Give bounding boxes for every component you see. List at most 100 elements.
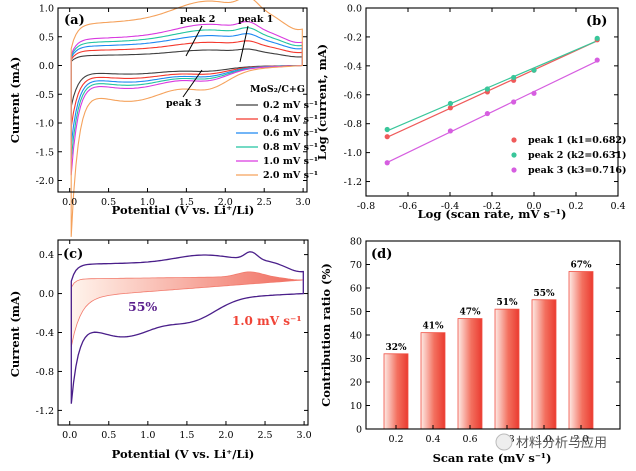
panel-a-legend-title: MoS₂/C+G	[250, 84, 305, 95]
panel-b-legend: peak 1 (k1=0.682) peak 2 (k2=0.631) peak…	[511, 135, 627, 176]
point-peak2	[511, 74, 517, 81]
panel-a-ytick: 0.5	[39, 32, 54, 43]
panel-a-xtick: 0.0	[62, 197, 77, 208]
panel-d: 0.2 0.4 0.6 0.8 1.0 2.0 0 10 20 30 40 50…	[319, 237, 621, 465]
panel-b-ytick: -0.6	[344, 90, 362, 101]
panel-a-ytick: -0.5	[36, 90, 54, 101]
panel-d-bars	[383, 271, 594, 430]
panel-d-xtick: 0.6	[462, 434, 477, 445]
bar-0-2	[383, 353, 409, 430]
panel-b-ylabel: Log (current, mA)	[315, 44, 329, 160]
panel-a-xtick: 1.5	[179, 197, 194, 208]
panel-a-peak2-arrow	[185, 25, 203, 57]
watermark-text: 材料分析与应用	[516, 435, 607, 451]
panel-a-xlabel: Potential (V vs. Li⁺/Li)	[112, 203, 255, 217]
panel-a-legend: MoS₂/C+G 0.2 mV s⁻¹ 0.4 mV s⁻¹ 0.6 mV s⁻…	[236, 84, 318, 181]
panel-d-ytick: 30	[350, 354, 362, 365]
panel-a-xtick: 2.5	[257, 197, 272, 208]
panel-a-ytick: 0.0	[39, 61, 54, 72]
legend-label-peak2: peak 2 (k2=0.631)	[528, 150, 627, 161]
point-peak3	[511, 99, 517, 105]
bar-value-label: 67%	[570, 261, 592, 271]
panel-a-ytick: -1.0	[36, 119, 54, 130]
panel-c-ytick: 0.0	[39, 289, 54, 300]
panel-a-x-ticks: 0.0 0.5 1.0 1.5 2.0 2.5 3.0	[62, 8, 311, 208]
fit-line-peak2	[386, 39, 599, 132]
fit-line-peak3	[386, 60, 599, 164]
legend-label-2-0: 2.0 mV s⁻¹	[263, 170, 318, 181]
point-peak3	[447, 128, 454, 134]
panel-a-curves	[70, 0, 303, 237]
panel-a-ytick: 1.0	[39, 4, 54, 15]
panel-a-peak3-arrow	[182, 69, 203, 98]
panel-d-xtick: 2.0	[573, 434, 588, 445]
panel-c-label: (c)	[63, 247, 83, 262]
legend-label-0-2: 0.2 mV s⁻¹	[263, 100, 318, 111]
panel-d-ytick: 60	[350, 284, 362, 295]
capacitive-area	[70, 271, 303, 347]
panel-c-curves	[70, 251, 304, 404]
panel-b-points	[384, 35, 600, 166]
point-peak1	[384, 134, 390, 140]
watermark: 材料分析与应用	[495, 433, 607, 451]
cv-curve-2-0	[70, 0, 303, 237]
panel-b-xtick: -0.8	[357, 201, 375, 212]
panel-b-ytick: 0.0	[347, 4, 362, 15]
point-peak3	[594, 57, 600, 63]
point-peak3	[531, 90, 537, 96]
panel-a-y-ticks: 1.0 0.5 0.0 -0.5 -1.0 -1.5 -2.0	[36, 4, 307, 187]
panel-b-ytick: -0.4	[344, 61, 362, 72]
point-peak2	[484, 86, 490, 92]
legend-label-peak1: peak 1 (k1=0.682)	[528, 135, 627, 146]
bar-value-label: 47%	[459, 308, 481, 318]
legend-label-0-4: 0.4 mV s⁻¹	[263, 114, 318, 125]
panel-d-ytick: 0	[356, 425, 362, 436]
panel-c-x-ticks: 0.0 0.5 1.0 1.5 2.0 2.5 3.0	[62, 240, 312, 441]
bar-0-4	[420, 332, 446, 430]
panel-b-ytick: -0.2	[344, 32, 362, 43]
point-peak2	[531, 67, 537, 73]
panel-c-y-ticks: 0.4 0.0 -0.4 -0.8 -1.2	[36, 250, 308, 417]
panel-a: 0.0 0.5 1.0 1.5 2.0 2.5 3.0 1.0 0.5 0.0 …	[8, 0, 318, 237]
panel-b-fit-lines	[386, 39, 599, 164]
panel-d-ytick: 70	[350, 260, 362, 271]
watermark-icon	[495, 433, 513, 451]
panel-c-ytick: -0.4	[36, 328, 54, 339]
panel-b: -0.8 -0.6 -0.4 -0.2 0.0 0.2 0.4 0.0 -0.2…	[315, 4, 627, 222]
panel-c-ytick: -1.2	[36, 406, 54, 417]
panel-c: 0.0 0.5 1.0 1.5 2.0 2.5 3.0 0.4 0.0 -0.4…	[8, 239, 312, 461]
panel-c-xlabel: Potential (V vs. Li⁺/Li)	[112, 447, 255, 461]
panel-d-xlabel: Scan rate (mV s⁻¹)	[433, 451, 552, 465]
panel-c-ytick: -0.8	[36, 367, 54, 378]
panel-b-xtick: 0.0	[526, 201, 541, 212]
panel-a-peak1-arrow	[239, 25, 249, 63]
panel-b-label: (b)	[586, 14, 607, 29]
bar-value-label: 55%	[533, 289, 555, 299]
panel-d-y-ticks: 0 10 20 30 40 50 60 70 80	[350, 237, 620, 436]
panel-b-ytick: -0.8	[344, 119, 362, 130]
point-peak2	[594, 35, 600, 41]
panel-c-ylabel: Current (mA)	[8, 291, 22, 378]
panel-b-xtick: 0.4	[610, 201, 625, 212]
panel-a-ytick: -2.0	[36, 176, 54, 187]
panel-b-xtick: -0.4	[441, 201, 459, 212]
bar-value-label: 51%	[496, 298, 518, 308]
panel-a-xtick: 2.0	[218, 197, 233, 208]
bar-value-label: 41%	[422, 322, 444, 332]
panel-c-ytick: 0.4	[39, 250, 54, 261]
panel-b-xtick: -0.2	[483, 201, 501, 212]
panel-d-ytick: 40	[350, 331, 362, 342]
bar-1-0	[531, 299, 557, 430]
panel-c-xtick: 2.0	[218, 430, 233, 441]
panel-d-xtick: 0.4	[425, 434, 440, 445]
panel-c-xtick: 1.0	[140, 430, 155, 441]
legend-marker-peak3	[511, 167, 517, 173]
panel-c-xtick: 3.0	[297, 430, 312, 441]
panel-a-ylabel: Current (mA)	[8, 57, 22, 144]
panel-c-xtick: 0.5	[101, 430, 116, 441]
bar-value-label: 32%	[385, 343, 407, 353]
panel-d-ytick: 50	[350, 307, 362, 318]
bar-2-0	[568, 271, 594, 430]
panel-d-ytick: 10	[350, 401, 362, 412]
